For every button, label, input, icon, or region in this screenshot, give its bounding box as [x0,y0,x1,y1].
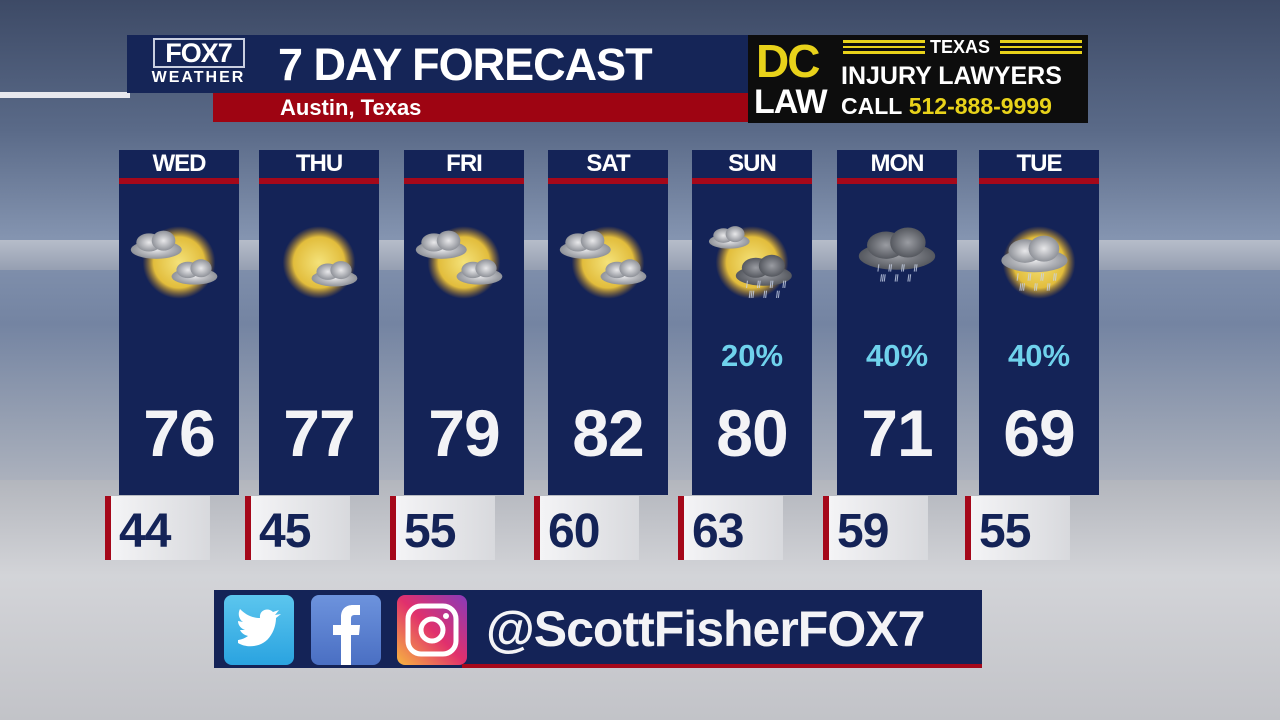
ad-brand-top: DC [756,35,820,87]
header-accent-line [0,92,130,98]
low-temp-box: 60 [534,496,639,560]
ad-line1: INJURY LAWYERS [841,62,1062,90]
partly-cloudy-icon [415,226,503,299]
logo-text: FOX7 [152,38,245,68]
high-temp: 82 [572,396,644,470]
forecast-day-thu: THU 77 [259,150,379,495]
low-temp: 55 [404,505,456,558]
forecast-day-wed: WED 76 [119,150,239,495]
day-divider [979,178,1099,184]
ad-call: CALL 512-888-9999 [841,92,1052,120]
day-label: SUN [728,150,777,177]
forecast-day-fri: FRI 79 [404,150,524,495]
low-temp-box: 55 [390,496,495,560]
social-handle: @ScottFisherFOX7 [486,601,925,657]
day-divider [548,178,668,184]
low-temp-box: 63 [678,496,783,560]
high-temp: 69 [1003,396,1075,470]
low-temp-box: 45 [245,496,350,560]
day-divider [404,178,524,184]
precip-chance: 40% [865,338,929,373]
day-label: FRI [446,150,483,177]
day-label: TUE [1016,150,1063,177]
location-label: Austin, Texas [280,95,422,120]
ad-brand-bottom: LAW [754,83,828,121]
forecast-day-mon: MON 40% 71 [837,150,957,495]
low-temp: 44 [119,505,171,558]
social-bar: @ScottFisherFOX7 [214,590,982,668]
low-temp: 55 [979,505,1031,558]
low-temp-box: 59 [823,496,928,560]
logo-subtext: WEATHER [151,69,246,86]
low-temp-box: 55 [965,496,1070,560]
low-temp: 63 [692,505,744,558]
day-label: WED [152,150,207,177]
cloudy-showers-icon [1001,226,1076,299]
social-accent-line [462,664,982,668]
day-divider [119,178,239,184]
low-temp: 60 [548,505,600,558]
high-temp: 71 [861,396,933,470]
ad-stripe [1000,40,1082,54]
precip-chance: 20% [720,338,784,373]
partly-cloudy-showers-icon [708,226,792,299]
rain-icon [858,227,936,282]
high-temp: 80 [716,396,788,470]
low-temp-box: 44 [105,496,210,560]
high-temp: 76 [143,396,215,470]
location-bar [213,93,748,122]
forecast-day-sat: SAT 82 [548,150,668,495]
ad-stripe [843,40,925,54]
header-bar [127,35,748,93]
partly-cloudy-icon [559,226,647,299]
day-divider [692,178,812,184]
forecast-day-sun: SUN 20% 80 [692,150,812,495]
forecast-day-tue: TUE 40% 69 [979,150,1099,495]
ad-phone: 512-888-9999 [908,93,1052,119]
day-label: MON [870,150,925,177]
instagram-icon[interactable] [397,595,467,665]
day-label: THU [295,150,343,177]
ad-state: TEXAS [930,37,991,57]
high-temp: 79 [428,396,500,470]
twitter-icon[interactable] [224,595,294,665]
ad-call-label: CALL [841,93,903,119]
facebook-icon[interactable] [311,595,381,665]
day-label: SAT [586,150,630,177]
day-divider [837,178,957,184]
day-divider [259,178,379,184]
page-title: 7 DAY FORECAST [278,39,653,90]
low-temp: 59 [837,505,889,558]
low-temp: 45 [259,505,311,558]
advertisement-banner: DC LAW TEXAS INJURY LAWYERS CALL 512-888… [748,35,1088,123]
partly-cloudy-icon [130,226,218,299]
precip-chance: 40% [1007,338,1071,373]
high-temp: 77 [283,396,355,470]
fox7-weather-logo: FOX7 WEATHER [145,38,252,92]
mostly-sunny-icon [282,226,358,299]
